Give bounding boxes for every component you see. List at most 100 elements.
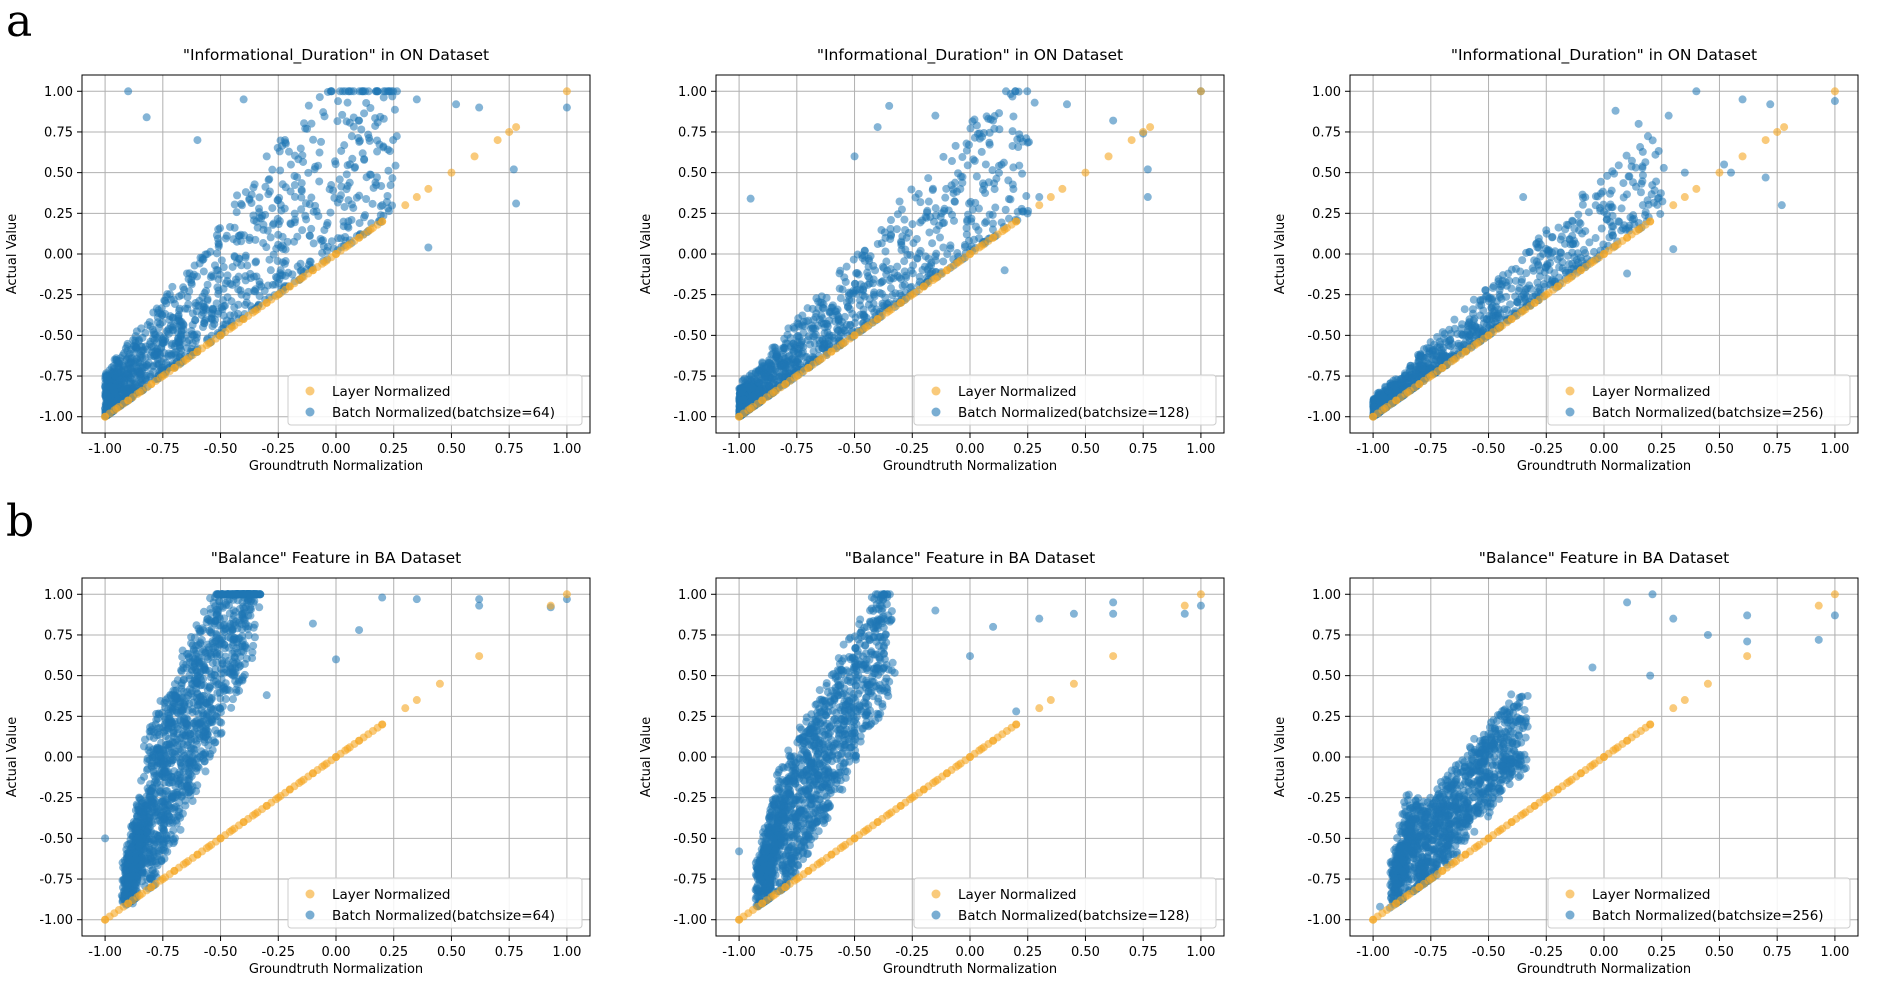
batch-point	[360, 213, 369, 222]
batch-point	[738, 385, 747, 394]
batch-point	[164, 325, 173, 334]
batch-point	[236, 286, 245, 295]
batch-point	[149, 342, 158, 351]
batch-point	[379, 93, 388, 102]
batch-point	[1643, 132, 1652, 141]
batch-point	[972, 172, 981, 181]
batch-point	[286, 160, 295, 169]
batch-point	[384, 166, 393, 175]
batch-point	[1528, 264, 1537, 273]
batch-point	[1533, 278, 1542, 287]
batch-point	[1548, 233, 1557, 242]
batch-point	[851, 313, 860, 322]
y-tick-label: 1.00	[44, 588, 73, 603]
batch-point	[198, 292, 207, 301]
layer-point	[1715, 168, 1724, 177]
batch-point	[1720, 160, 1729, 169]
batch-point	[185, 336, 194, 345]
batch-point	[228, 262, 237, 271]
x-tick-label: 1.00	[1820, 442, 1849, 457]
batch-point	[1464, 322, 1473, 331]
layer-point	[1146, 123, 1155, 132]
batch-point	[226, 222, 235, 231]
batch-point	[903, 250, 912, 259]
x-tick-label: 0.50	[1705, 442, 1734, 457]
batch-point	[227, 297, 236, 306]
batch-point	[183, 344, 192, 353]
x-tick-label: 0.75	[495, 442, 524, 457]
batch-point	[900, 257, 909, 266]
batch-point	[207, 314, 216, 323]
batch-point	[261, 210, 270, 219]
batch-point	[951, 141, 960, 150]
batch-point	[898, 282, 907, 291]
batch-point	[877, 239, 886, 248]
batch-point	[231, 275, 240, 284]
x-tick-label: 0.50	[437, 945, 466, 960]
batch-point	[1581, 193, 1590, 202]
batch-point	[886, 216, 895, 225]
batch-point	[390, 105, 399, 114]
batch-point	[392, 87, 401, 96]
batch-point	[158, 310, 167, 319]
batch-point	[355, 191, 364, 200]
y-axis-label: Actual Value	[639, 214, 654, 295]
batch-point	[242, 292, 251, 301]
y-tick-label: -0.75	[39, 873, 73, 888]
batch-point	[836, 294, 845, 303]
batch-point	[234, 254, 243, 263]
batch-point	[121, 382, 130, 391]
batch-point	[907, 185, 916, 194]
batch-point	[786, 361, 795, 370]
batch-point	[134, 367, 143, 376]
y-axis-label: Actual Value	[5, 214, 20, 295]
batch-point	[149, 308, 158, 317]
batch-point	[200, 757, 209, 766]
batch-point	[213, 283, 222, 292]
batch-point	[897, 237, 906, 246]
batch-point	[452, 100, 461, 109]
batch-point	[208, 746, 217, 755]
batch-point	[1656, 209, 1665, 218]
batch-point	[979, 128, 988, 137]
batch-point	[126, 358, 135, 367]
y-tick-label: 0.50	[678, 166, 707, 181]
batch-point	[337, 146, 346, 155]
batch-point	[562, 103, 571, 112]
y-tick-label: -1.00	[39, 913, 73, 928]
batch-point	[963, 161, 972, 170]
batch-point	[512, 199, 521, 208]
batch-point	[1518, 275, 1527, 284]
chart-title: "Informational_Duration" in ON Dataset	[183, 46, 489, 65]
batch-point	[956, 172, 965, 181]
y-tick-label: 0.25	[44, 710, 73, 725]
batch-point	[1658, 197, 1667, 206]
batch-point	[228, 695, 237, 704]
batch-point	[1000, 266, 1009, 275]
x-axis-label: Groundtruth Normalization	[249, 459, 423, 474]
batch-point	[1498, 276, 1507, 285]
legend-marker-layer	[305, 386, 315, 396]
batch-point	[140, 735, 149, 744]
batch-point	[970, 156, 979, 165]
batch-point	[350, 163, 359, 172]
batch-point	[1738, 95, 1747, 104]
batch-point	[1476, 297, 1485, 306]
batch-point	[767, 374, 776, 383]
batch-point	[290, 192, 299, 201]
batch-point	[190, 261, 199, 270]
layer-point	[1035, 201, 1044, 210]
batch-point	[939, 152, 948, 161]
batch-point	[1664, 111, 1673, 120]
batch-point	[309, 239, 318, 248]
batch-point	[384, 207, 393, 216]
legend-marker-batch	[931, 407, 941, 417]
batch-point	[183, 293, 192, 302]
batch-point	[214, 289, 223, 298]
panel-label-b: b	[6, 496, 35, 547]
batch-point	[1628, 215, 1637, 224]
batch-point	[865, 295, 874, 304]
batch-point	[251, 287, 260, 296]
batch-point	[342, 170, 351, 179]
layer-point	[1773, 127, 1782, 136]
